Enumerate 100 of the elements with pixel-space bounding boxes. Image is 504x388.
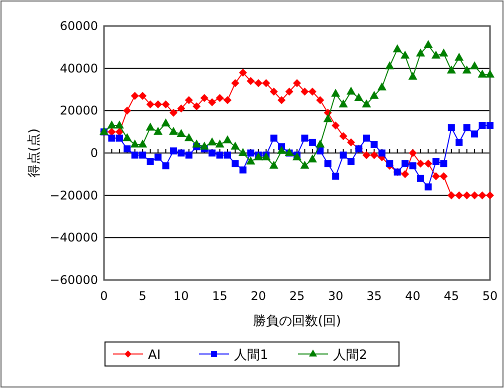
point (184, 96, 193, 104)
point (462, 65, 472, 74)
point (116, 134, 123, 142)
x-tick-label: 45 (444, 289, 460, 303)
point (377, 82, 386, 90)
point (161, 118, 170, 126)
point (400, 50, 410, 59)
point (262, 79, 270, 88)
point (362, 151, 370, 160)
point (139, 152, 146, 159)
point (208, 150, 216, 156)
point (470, 191, 479, 200)
point (130, 140, 140, 148)
point (131, 152, 138, 159)
point (454, 52, 464, 61)
point (332, 121, 340, 130)
point (370, 90, 379, 99)
point (269, 160, 278, 169)
point (224, 96, 232, 104)
point (254, 79, 262, 88)
y-tick-label: 0 (90, 146, 98, 160)
point (122, 133, 132, 142)
point (308, 88, 316, 96)
point (386, 160, 394, 168)
point (378, 150, 386, 156)
point (232, 160, 239, 168)
point (348, 158, 355, 165)
point (300, 88, 309, 96)
point (354, 92, 364, 101)
point (486, 122, 494, 129)
point (192, 140, 202, 148)
point (247, 150, 254, 156)
point (347, 138, 356, 146)
x-tick-label: 10 (174, 289, 189, 303)
point (447, 191, 456, 200)
point (362, 134, 370, 142)
legend-label: AI (148, 348, 161, 363)
y-tick-label: −40000 (50, 230, 98, 245)
point (239, 166, 246, 174)
point (424, 160, 432, 168)
y-tick-label: 40000 (60, 61, 98, 76)
point (308, 154, 317, 162)
point (208, 98, 216, 106)
point (130, 92, 139, 100)
point (448, 124, 455, 132)
point (108, 128, 116, 136)
point (409, 162, 416, 170)
x-tick-label: 20 (250, 289, 266, 303)
point (462, 191, 471, 200)
point (370, 141, 378, 148)
point (408, 72, 418, 80)
point (114, 120, 124, 128)
y-axis-title: 得点(点) (27, 128, 42, 178)
point (184, 133, 194, 142)
legend-label: 人間1 (234, 348, 268, 363)
x-tick-label: 40 (405, 289, 420, 303)
point (338, 99, 348, 108)
point (416, 160, 425, 168)
point (416, 48, 426, 57)
point (331, 88, 340, 97)
point (170, 147, 177, 154)
point (385, 61, 394, 70)
point (107, 120, 116, 128)
point (308, 138, 316, 146)
point (124, 145, 131, 152)
point (478, 191, 486, 200)
point (323, 114, 332, 122)
point (146, 158, 154, 165)
point (231, 79, 240, 88)
point (440, 172, 448, 180)
point (293, 79, 301, 88)
point (486, 70, 494, 78)
point (223, 135, 232, 144)
point (316, 140, 325, 148)
point (456, 138, 463, 146)
point (332, 172, 340, 180)
point (486, 191, 494, 200)
point (168, 126, 178, 135)
point (424, 183, 432, 190)
point (478, 122, 486, 129)
point (176, 128, 186, 137)
point (162, 100, 170, 108)
point (431, 50, 440, 59)
point (246, 77, 255, 86)
point (108, 134, 116, 142)
point (154, 126, 163, 135)
point (401, 170, 410, 178)
x-axis-title: 勝負の回数(回) (252, 314, 342, 329)
point (138, 92, 147, 100)
point (177, 104, 186, 113)
point (230, 142, 240, 150)
point (316, 96, 324, 104)
x-tick-label: 25 (289, 289, 305, 303)
point (146, 100, 154, 108)
point (138, 140, 148, 148)
point (362, 99, 371, 108)
point (316, 147, 324, 154)
point (432, 158, 440, 165)
x-tick-label: 35 (366, 289, 382, 303)
point (270, 88, 278, 96)
